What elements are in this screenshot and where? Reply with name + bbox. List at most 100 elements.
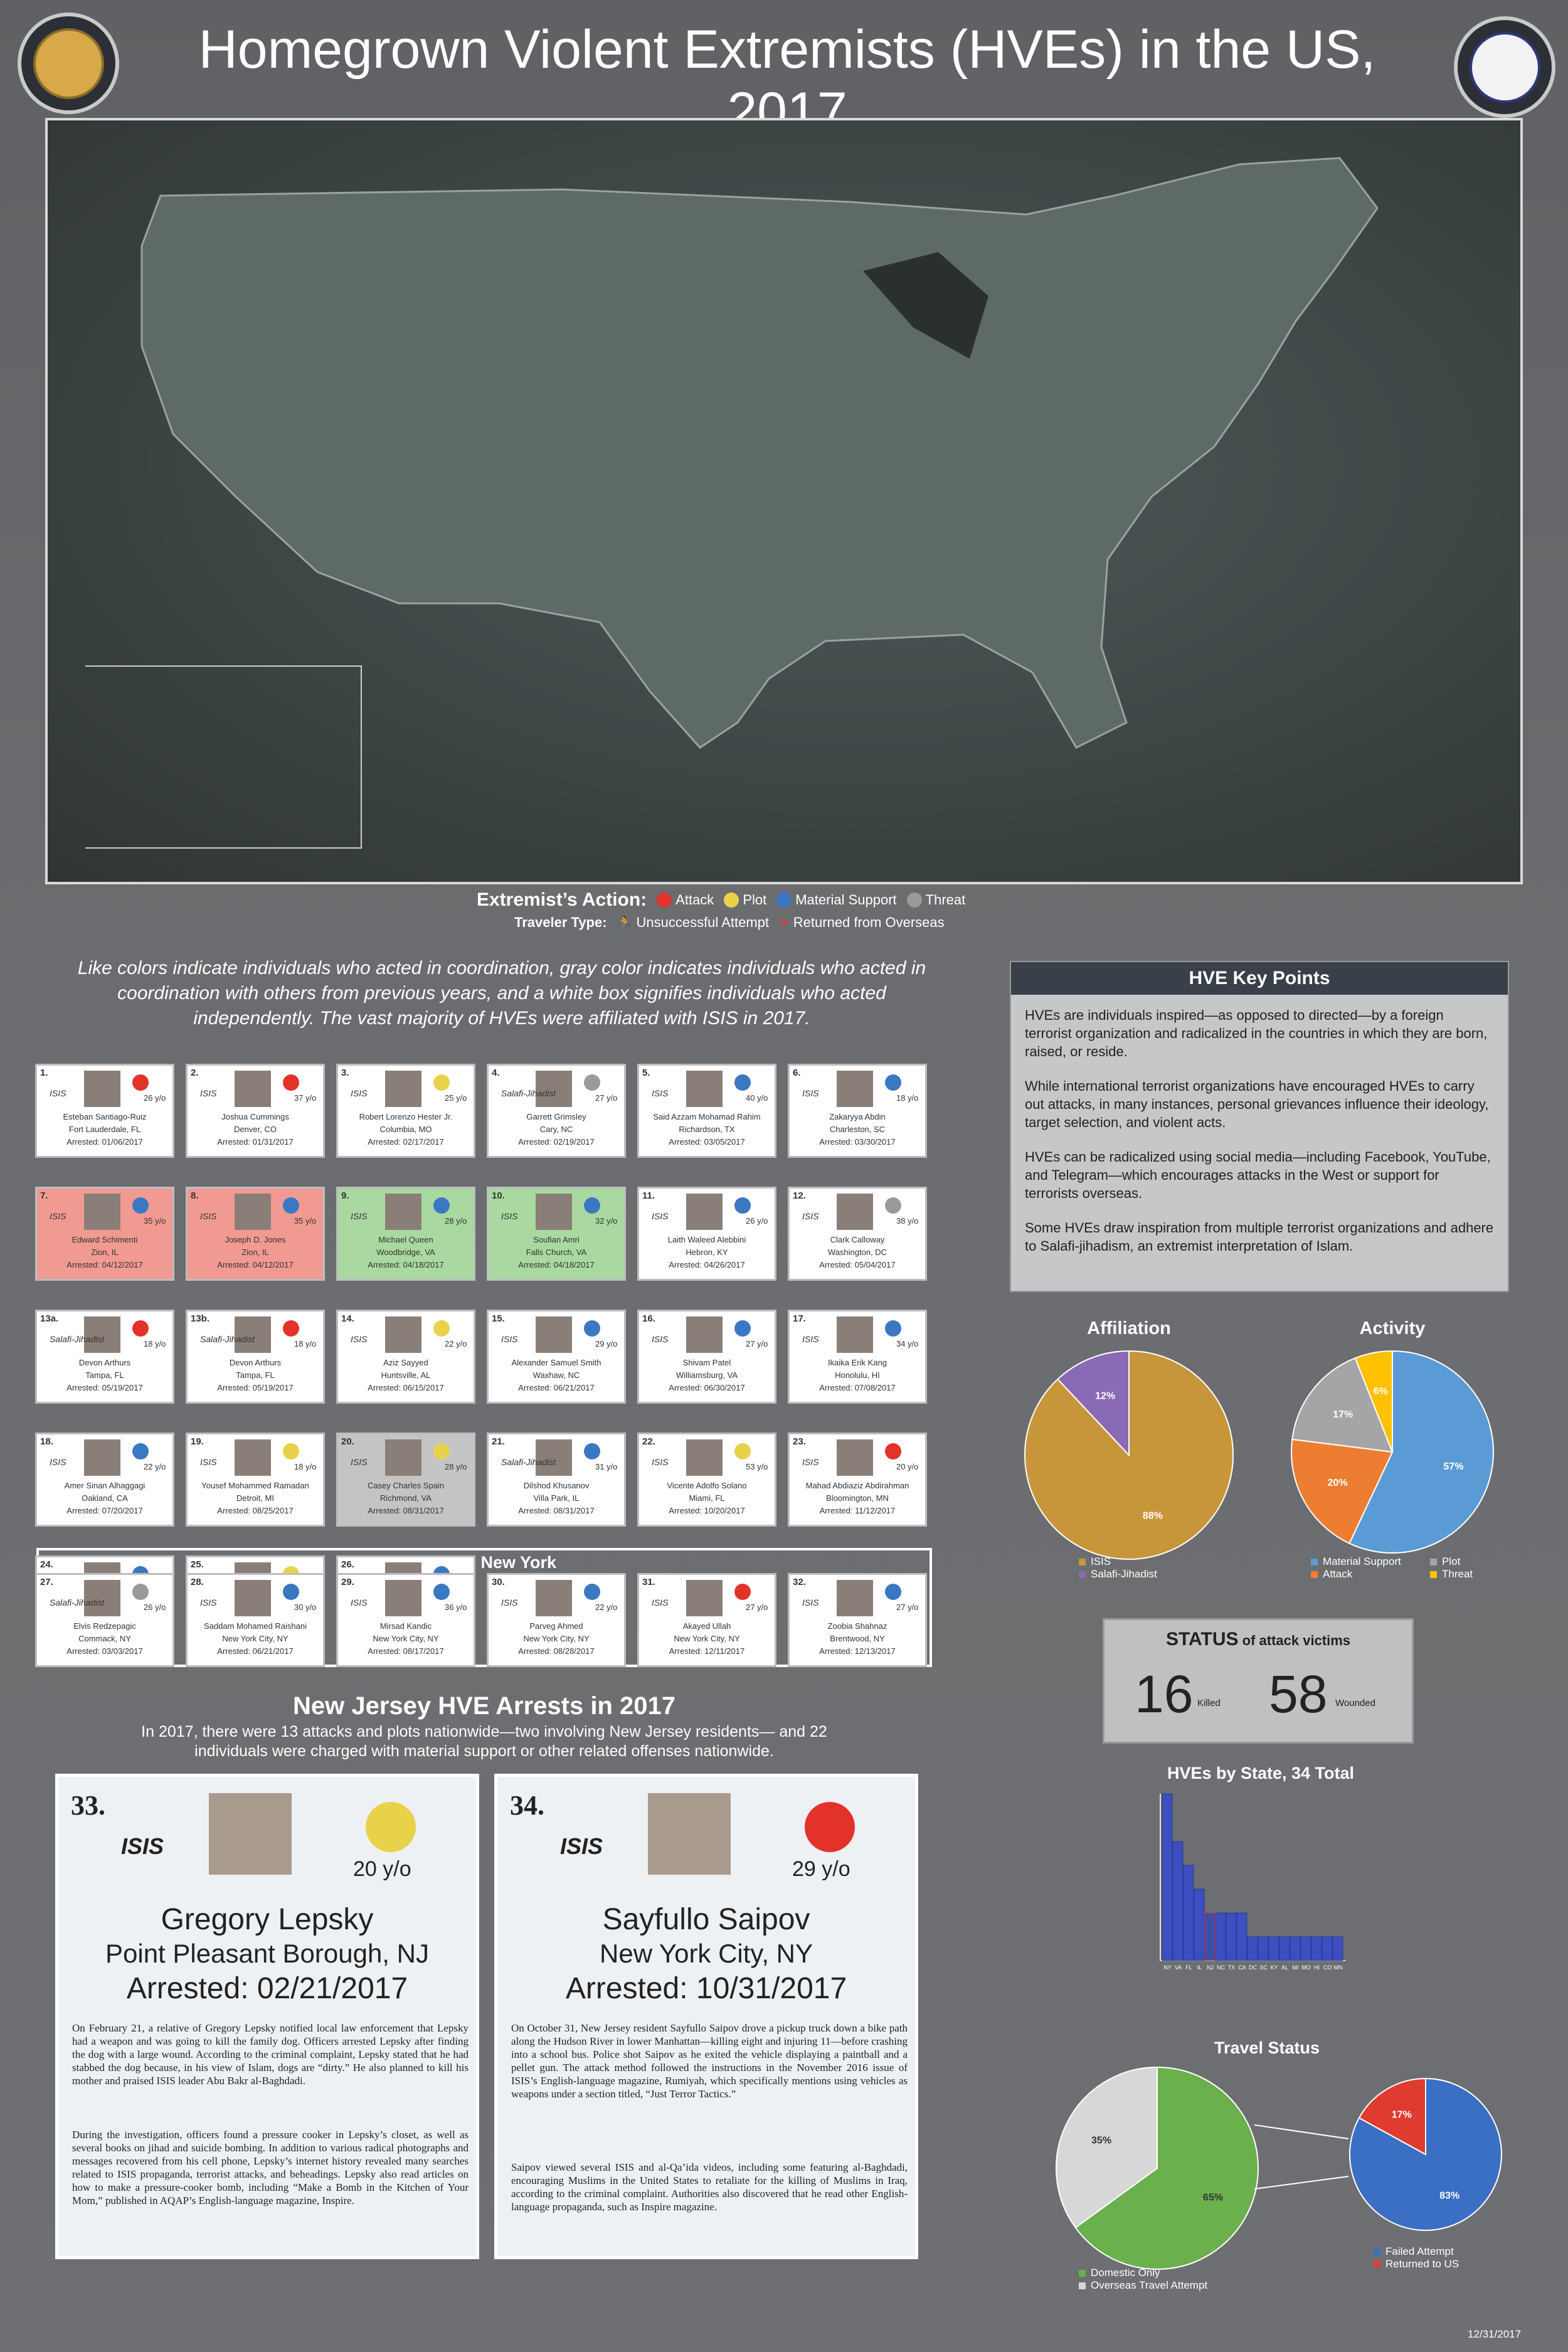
legend-item: Domestic Only [1091, 2267, 1160, 2279]
card-number: 24. [40, 1559, 53, 1570]
card-affiliation: ISIS [802, 1597, 819, 1608]
card-number: 3. [341, 1067, 349, 1078]
hve-card: 21. Salafi-Jihadist 31 y/o Dilshod Khusanov… [487, 1433, 626, 1527]
card-arrest-date: Arrested: 03/03/2017 [66, 1646, 143, 1656]
card-arrest-date: Arrested: 04/12/2017 [217, 1260, 294, 1269]
bar [1204, 1912, 1216, 1961]
attack-icon [283, 1074, 299, 1091]
card-location: Woodbridge, VA [376, 1248, 435, 1257]
runner-icon: 🏃 [617, 916, 633, 930]
bar [1268, 1936, 1279, 1961]
hve-card: 15. ISIS 29 y/o Alexander Samuel Smith Waxha… [487, 1310, 626, 1404]
us-map [45, 118, 1523, 884]
nj-card-age: 29 y/o [792, 1857, 850, 1881]
card-name: Joseph D. Jones [225, 1235, 286, 1244]
great-lakes [863, 252, 988, 359]
card-affiliation: ISIS [50, 1088, 66, 1098]
bar [1311, 1936, 1322, 1961]
hve-card: 7. ISIS 35 y/o Edward Schimenti Zion, IL Arre… [35, 1187, 174, 1281]
card-name: Robert Lorenzo Hester Jr. [359, 1112, 453, 1121]
card-location: Waxhaw, NC [532, 1370, 580, 1380]
card-name: Akayed Ullah [682, 1621, 731, 1631]
material-support-icon [776, 893, 792, 908]
card-age: 18 y/o [294, 1462, 317, 1471]
hve-card: 23. ISIS 20 y/o Mahad Abdiaziz Abdirahman Bl… [788, 1433, 927, 1527]
hve-card: 20. ISIS 28 y/o Casey Charles Spain Richmond… [336, 1433, 475, 1527]
pie-slice-label: 83% [1439, 2191, 1459, 2201]
support-icon [734, 1074, 751, 1091]
card-affiliation: ISIS [200, 1597, 217, 1608]
pie-slice [1358, 2077, 1426, 2156]
card-location: Zion, IL [241, 1248, 269, 1257]
person-photo [648, 1793, 731, 1875]
card-number: 11. [642, 1190, 655, 1201]
card-age: 35 y/o [144, 1216, 166, 1226]
card-age: 26 y/o [144, 1093, 166, 1103]
card-arrest-date: Arrested: 04/18/2017 [518, 1260, 595, 1269]
connector-line [1254, 2176, 1349, 2190]
card-name: Devon Arthurs [229, 1358, 282, 1367]
card-number: 5. [642, 1067, 650, 1078]
card-location: Richmond, VA [379, 1493, 432, 1503]
card-number: 6. [793, 1067, 801, 1078]
support-icon [885, 1320, 901, 1337]
card-affiliation: ISIS [802, 1211, 819, 1221]
hve-card: 6. ISIS 18 y/o Zakaryya Abdin Charleston, SC… [788, 1064, 927, 1158]
person-photo [837, 1071, 873, 1107]
us-landmass [140, 157, 1379, 749]
card-age: 28 y/o [445, 1462, 467, 1471]
pie-slice-label: 12% [1095, 1391, 1115, 1401]
key-point: Some HVEs draw inspiration from multiple… [1025, 1220, 1494, 1254]
card-age: 38 y/o [896, 1216, 919, 1226]
attack-swatch [1311, 1571, 1318, 1578]
card-name: Garrett Grimsley [526, 1112, 586, 1121]
card-number: 14. [341, 1313, 354, 1324]
hve-card: 30. ISIS 22 y/o Parveg Ahmed New York City, … [487, 1573, 626, 1667]
nj-card-location: Point Pleasant Borough, NJ [105, 1939, 429, 1968]
card-location: Hebron, KY [686, 1248, 728, 1257]
card-number: 31. [642, 1577, 655, 1587]
state-bar-chart: NY VA FL IL NJ NC TX CA DC SC KY AL MI MO HI CO MN [1160, 1793, 1345, 1971]
card-age: 22 y/o [445, 1339, 467, 1348]
pie-slice [1074, 2066, 1259, 2270]
card-number: 17. [793, 1313, 806, 1324]
support-icon [885, 1074, 901, 1091]
person-photo [235, 1194, 271, 1230]
x-tick-label: HI [1314, 1964, 1320, 1971]
card-name: Amer Sinan Alhaggagi [64, 1481, 146, 1490]
card-arrest-date: Arrested: 11/12/2017 [819, 1506, 896, 1515]
card-age: 31 y/o [595, 1462, 618, 1471]
hve-card: 22. ISIS 53 y/o Vicente Adolfo Solano Miami,… [637, 1433, 776, 1527]
card-name: Mirsad Kandic [379, 1621, 432, 1631]
card-arrest-date: Arrested: 05/19/2017 [217, 1383, 294, 1392]
card-age: 30 y/o [294, 1602, 317, 1612]
x-tick-label: DC [1249, 1964, 1257, 1971]
nj-card-name: Sayfullo Saipov [602, 1903, 810, 1936]
card-location: Zion, IL [91, 1248, 119, 1257]
person-photo [385, 1071, 421, 1107]
x-tick-label: CA [1238, 1964, 1246, 1971]
card-age: 27 y/o [896, 1602, 919, 1612]
support-icon [132, 1197, 149, 1214]
card-number: 8. [191, 1190, 199, 1201]
card-affiliation: ISIS [652, 1457, 669, 1467]
bar [1322, 1936, 1333, 1961]
person-photo [84, 1439, 120, 1476]
card-location: Brentwood, NY [830, 1634, 885, 1643]
affiliation-chart-title: Affiliation [1087, 1318, 1171, 1338]
x-tick-label: FL [1185, 1964, 1192, 1971]
card-name: Mahad Abdiaziz Abdirahman [805, 1481, 909, 1490]
card-affiliation: ISIS [351, 1088, 368, 1098]
card-age: 18 y/o [294, 1339, 317, 1348]
failed-swatch [1374, 2248, 1380, 2255]
nj-card-affiliation: ISIS [121, 1833, 164, 1859]
travel-pie-chart: 65% 35% [1056, 2066, 1259, 2270]
person-photo [686, 1071, 723, 1107]
card-location: Huntsville, AL [381, 1370, 431, 1380]
legend-item: Returned to US [1385, 2258, 1459, 2270]
salafi-swatch [1079, 1571, 1086, 1578]
card-affiliation: Salafi-Jihadist [50, 1334, 105, 1344]
hve-card: 29. ISIS 36 y/o Mirsad Kandic New York City,… [336, 1573, 475, 1667]
card-name: Clark Calloway [830, 1235, 885, 1244]
pie-slice-label: 17% [1333, 1409, 1353, 1420]
